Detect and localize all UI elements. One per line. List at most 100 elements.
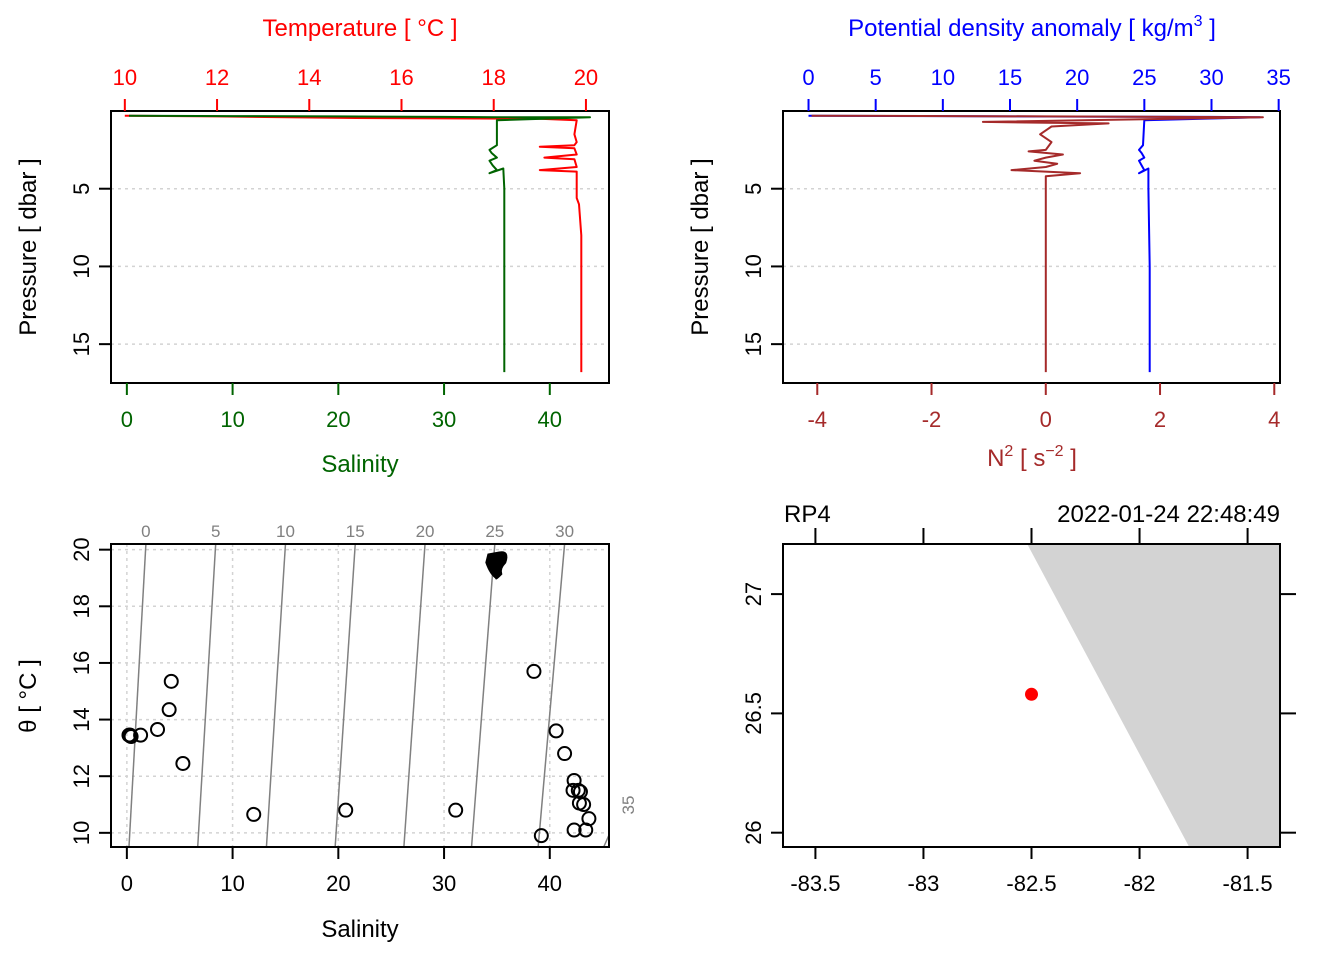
density-contour-label: 5 — [211, 522, 220, 541]
data-point-cluster — [485, 551, 508, 580]
density-contour-label: 25 — [485, 522, 504, 541]
data-point — [548, 723, 564, 739]
top-axis-title: Temperature [ °C ] — [263, 15, 458, 42]
density-contour-label: 15 — [346, 522, 365, 541]
density-axis-tick-label: 25 — [1132, 65, 1156, 90]
density-line — [808, 114, 1261, 373]
latitude-axis-tick-label: 26.5 — [741, 692, 766, 735]
n2-axis-tick-label: -2 — [922, 407, 942, 432]
panel-density-n2-profile: Potential density anomaly [ kg/m3 ] N2 [… — [687, 13, 1291, 472]
salinity-axis-tick-label: 40 — [538, 407, 562, 432]
data-point — [175, 755, 191, 771]
temperature-axis-tick-label: 20 — [574, 65, 598, 90]
station-datetime: 2022-01-24 22:48:49 — [1057, 501, 1280, 528]
data-point — [246, 806, 262, 822]
longitude-axis-tick-label: -82.5 — [1006, 871, 1056, 896]
data-point — [576, 797, 592, 813]
bottom-axis-title: N2 [ s−2 ] — [987, 443, 1077, 472]
bottom-axis-title: Salinity — [321, 916, 398, 943]
density-contour — [196, 543, 217, 848]
data-point — [448, 802, 464, 818]
plot-frame — [782, 110, 1281, 384]
data-point — [123, 729, 139, 745]
density-contour-label: 10 — [276, 522, 295, 541]
temperature-line — [124, 114, 583, 373]
longitude-axis-tick-label: -83 — [908, 871, 940, 896]
station-marker — [1025, 687, 1038, 701]
density-contour — [403, 543, 426, 848]
n2-axis-tick-label: 0 — [1040, 407, 1052, 432]
plot-frame — [110, 543, 610, 848]
data-point — [533, 828, 549, 844]
density-contour — [265, 543, 287, 848]
salinity-axis-tick-label: 10 — [220, 871, 244, 896]
theta-axis-tick-label: 16 — [69, 651, 94, 675]
left-axis-title: Pressure [ dbar ] — [15, 158, 42, 335]
data-point — [161, 702, 177, 718]
pressure-axis-tick-label: 5 — [741, 183, 766, 195]
latitude-axis-tick-label: 27 — [741, 582, 766, 606]
longitude-axis-tick-label: -83.5 — [790, 871, 840, 896]
station-name: RP4 — [784, 501, 831, 528]
density-contour-label: 30 — [555, 522, 574, 541]
temperature-axis-tick-label: 18 — [481, 65, 505, 90]
density-axis-tick-label: 0 — [802, 65, 814, 90]
salinity-axis-tick-label: 0 — [121, 407, 133, 432]
data-point — [565, 782, 581, 798]
temperature-axis-tick-label: 14 — [297, 65, 321, 90]
longitude-axis-tick-label: -82 — [1124, 871, 1156, 896]
latitude-axis-tick-label: 26 — [741, 820, 766, 844]
n2-axis-tick-label: -4 — [807, 407, 827, 432]
pressure-axis-tick-label: 15 — [69, 332, 94, 356]
density-contour — [470, 543, 496, 848]
salinity-axis-tick-label: 0 — [121, 871, 133, 896]
theta-axis-tick-label: 12 — [69, 764, 94, 788]
theta-axis-tick-label: 10 — [69, 821, 94, 845]
temperature-axis-tick-label: 16 — [389, 65, 413, 90]
pressure-axis-tick-label: 5 — [69, 183, 94, 195]
data-point — [338, 802, 354, 818]
theta-axis-tick-label: 20 — [69, 537, 94, 561]
panel-ts-diagram: Salinity θ [ °C ] 0 5 10 15 20 25 30 35 0 10 20 30… — [15, 522, 638, 943]
data-point — [566, 822, 582, 838]
top-axis-title: Potential density anomaly [ kg/m3 ] — [848, 13, 1216, 42]
density-contour-label: 35 — [619, 796, 638, 815]
data-point — [163, 673, 179, 689]
salinity-axis-tick-label: 20 — [326, 871, 350, 896]
pressure-axis-tick-label: 10 — [69, 254, 94, 278]
salinity-axis-tick-label: 30 — [432, 871, 456, 896]
data-point — [526, 663, 542, 679]
panel-station-map: RP4 2022-01-24 22:48:49 -83.5 -83 -82.5 -82… — [741, 501, 1296, 896]
bottom-axis-title: Salinity — [321, 451, 398, 478]
density-contour — [128, 543, 147, 848]
panel-ts-profile: Temperature [ °C ] Salinity Pressure [ d… — [15, 15, 610, 478]
data-point — [133, 727, 149, 743]
left-axis-title: θ [ °C ] — [15, 659, 42, 733]
salinity-axis-tick-label: 30 — [432, 407, 456, 432]
theta-axis-tick-label: 14 — [69, 707, 94, 731]
pressure-axis-tick-label: 15 — [741, 332, 766, 356]
density-contour-label: 20 — [416, 522, 435, 541]
density-axis-tick-label: 5 — [870, 65, 882, 90]
n2-line — [811, 114, 1264, 373]
salinity-axis-tick-label: 40 — [538, 871, 562, 896]
land-polygon — [1027, 544, 1280, 847]
left-axis-title: Pressure [ dbar ] — [687, 158, 714, 335]
density-contour-label: 0 — [141, 522, 150, 541]
data-point — [566, 772, 582, 788]
n2-axis-tick-label: 2 — [1154, 407, 1166, 432]
longitude-axis-tick-label: -81.5 — [1223, 871, 1273, 896]
plot-frame — [110, 110, 610, 384]
salinity-line — [128, 114, 591, 373]
density-contour — [537, 543, 566, 848]
salinity-axis-tick-label: 10 — [220, 407, 244, 432]
data-point — [557, 746, 573, 762]
density-axis-tick-label: 30 — [1199, 65, 1223, 90]
temperature-axis-tick-label: 12 — [205, 65, 229, 90]
density-axis-tick-label: 15 — [998, 65, 1022, 90]
n2-axis-tick-label: 4 — [1268, 407, 1280, 432]
density-axis-tick-label: 35 — [1266, 65, 1290, 90]
theta-axis-tick-label: 18 — [69, 594, 94, 618]
temperature-axis-tick-label: 10 — [113, 65, 137, 90]
